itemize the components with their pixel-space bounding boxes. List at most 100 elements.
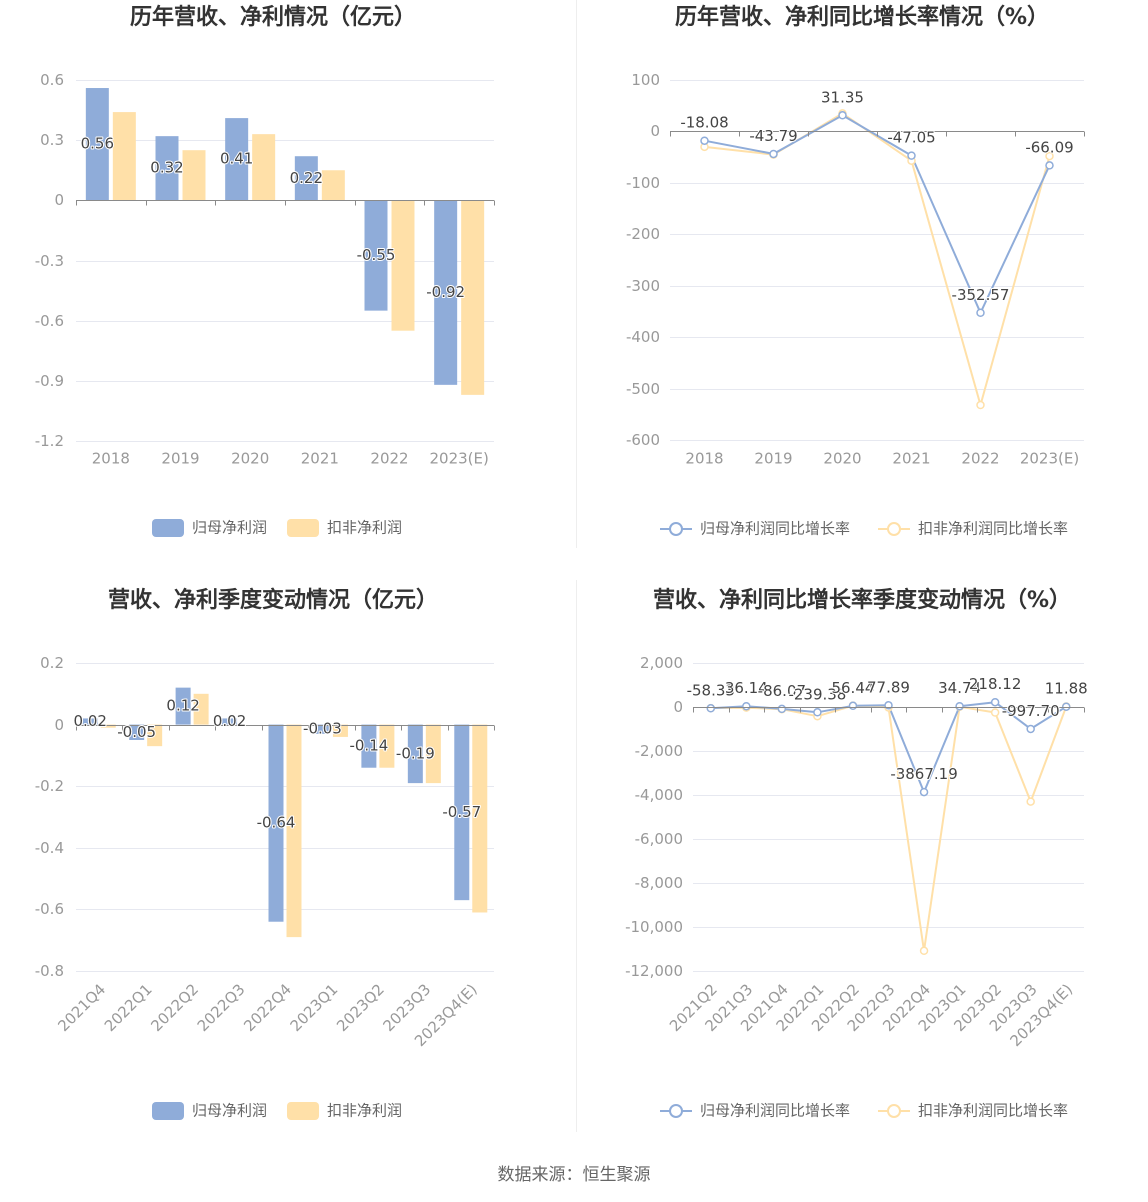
legend-item-net-profit-growth: 归母净利润同比增长率	[660, 1102, 850, 1120]
legend: 归母净利润 扣非净利润	[152, 519, 402, 537]
deducted-net-profit-bar	[461, 200, 485, 395]
net-profit-bar	[454, 724, 470, 901]
value-label: -0.14	[349, 737, 388, 755]
y-tick-label: 0.2	[40, 654, 64, 672]
legend: 归母净利润 扣非净利润	[152, 1102, 402, 1120]
x-tick-label: 2020	[231, 450, 269, 468]
net-profit-growth-point	[838, 111, 847, 120]
chart-1: 历年营收、净利情况（亿元） 0.6 0.3 0 -0.3 -0.6 -0.9 -1.2 0.56…	[35, 4, 495, 537]
deducted-net-profit-bar	[425, 724, 441, 784]
x-tick-label: 2019	[161, 450, 199, 468]
net-profit-bar	[82, 718, 98, 725]
legend: 归母净利润同比增长率 扣非净利润同比增长率	[660, 1102, 1068, 1120]
net-profit-growth-point	[990, 697, 1000, 707]
legend-label: 归母净利润同比增长率	[700, 1102, 850, 1120]
value-label: -0.92	[426, 283, 465, 301]
value-label: 36.14	[725, 679, 768, 697]
y-tick-label: -400	[626, 328, 660, 346]
value-label: -239.38	[788, 685, 846, 703]
net-profit-growth-point	[769, 149, 778, 159]
value-label: 218.12	[969, 675, 1022, 693]
x-tick-label: 2022	[961, 450, 999, 468]
value-label: 0.32	[150, 159, 183, 177]
deducted-net-profit-growth-point	[1026, 797, 1035, 806]
net-profit-growth-point	[1061, 702, 1071, 711]
legend-swatch	[152, 519, 184, 537]
value-label: -58.33	[687, 681, 735, 699]
deducted-net-profit-growth-point	[919, 946, 929, 956]
value-label: 34.74	[938, 679, 981, 697]
legend-label: 扣非净利润同比增长率	[918, 1102, 1068, 1120]
y-tick-label: -2,000	[635, 742, 683, 760]
y-tick-label: -10,000	[625, 918, 683, 936]
net-profit-bar	[294, 156, 318, 201]
net-profit-growth-point	[907, 151, 916, 160]
legend-swatch-point	[887, 1104, 901, 1118]
y-tick-label: -0.6	[35, 312, 64, 330]
x-tick-label: 2022Q3	[194, 980, 249, 1035]
value-label: -18.08	[680, 114, 728, 132]
x-tick-label: 2022Q2	[147, 980, 202, 1035]
value-label: -3867.19	[890, 765, 957, 783]
chart-title: 历年营收、净利同比增长率情况（%）	[675, 4, 1049, 30]
net-profit-bar	[364, 200, 388, 311]
deducted-net-profit-growth-line	[704, 112, 1051, 406]
net-profit-growth-point	[742, 701, 751, 711]
x-tick-label: 2023(E)	[1020, 450, 1079, 468]
chart-3: 营收、净利季度变动情况（亿元）0.20-0.2-0.4-0.6-0.80.02-…	[35, 587, 495, 1120]
legend-swatch-point	[669, 1104, 683, 1118]
chart-title: 营收、净利季度变动情况（亿元）	[108, 587, 438, 613]
y-tick-label: -500	[626, 380, 660, 398]
y-tick-label: -12,000	[625, 962, 683, 980]
net-profit-growth-point	[1045, 161, 1054, 170]
x-tick-label: 2021	[892, 450, 930, 468]
chart-title: 历年营收、净利情况（亿元）	[130, 4, 416, 30]
y-tick-label: 100	[631, 71, 660, 89]
y-tick-label: -0.3	[35, 252, 64, 270]
value-label: 77.89	[867, 678, 910, 696]
chart-title: 营收、净利同比增长率季度变动情况（%）	[653, 587, 1071, 613]
legend-swatch	[287, 519, 319, 537]
net-profit-growth-point	[955, 701, 964, 711]
y-tick-label: 0	[54, 716, 64, 734]
deducted-net-profit-growth-line	[710, 704, 1068, 952]
y-tick-label: -200	[626, 225, 660, 243]
legend-label: 扣非净利润同比增长率	[918, 520, 1068, 538]
value-label: -66.09	[1025, 138, 1073, 156]
net-profit-bar	[434, 200, 458, 385]
value-label: -0.19	[396, 744, 435, 762]
legend-item-deducted-net-profit: 扣非净利润	[287, 519, 402, 537]
value-label: -86.07	[758, 682, 806, 700]
deducted-net-profit-bar	[286, 724, 302, 938]
value-label: 56.44	[831, 679, 874, 697]
value-label: 0.41	[220, 150, 253, 168]
x-tick-label: 2018	[685, 450, 723, 468]
value-label: -0.55	[357, 246, 396, 264]
chart-2: 历年营收、净利同比增长率情况（%） 100 0 -100 -200 -300 -400 -50…	[626, 4, 1085, 538]
legend-item-net-profit-growth: 归母净利润同比增长率	[660, 520, 850, 538]
deducted-net-profit-bar	[147, 724, 163, 747]
deducted-net-profit-bar	[193, 693, 209, 725]
value-label: -43.79	[749, 127, 797, 145]
net-profit-growth-point	[919, 787, 929, 797]
net-profit-bar	[85, 88, 109, 201]
legend-item-deducted-net-profit-growth: 扣非净利润同比增长率	[878, 1102, 1068, 1120]
net-profit-bar	[407, 724, 423, 784]
net-profit-bar	[361, 724, 377, 768]
y-tick-label: 0	[650, 122, 660, 140]
y-tick-label: -1.2	[35, 432, 64, 450]
legend-swatch	[152, 1102, 184, 1120]
y-tick-label: -0.9	[35, 372, 64, 390]
x-tick-label: 2023Q1	[287, 980, 342, 1035]
legend-label: 归母净利润	[192, 519, 267, 537]
y-tick-label: -8,000	[635, 874, 683, 892]
x-tick-label: 2022	[370, 450, 408, 468]
data-source: 数据来源：恒生聚源	[498, 1165, 651, 1185]
net-profit-growth-point	[706, 704, 716, 713]
deducted-net-profit-growth-point	[990, 708, 1000, 717]
value-label: 0.02	[213, 712, 246, 730]
value-label: -0.57	[442, 803, 481, 821]
x-tick-label: 2021	[301, 450, 339, 468]
value-label: 0.56	[81, 135, 114, 153]
x-tick-label: 2020	[823, 450, 861, 468]
